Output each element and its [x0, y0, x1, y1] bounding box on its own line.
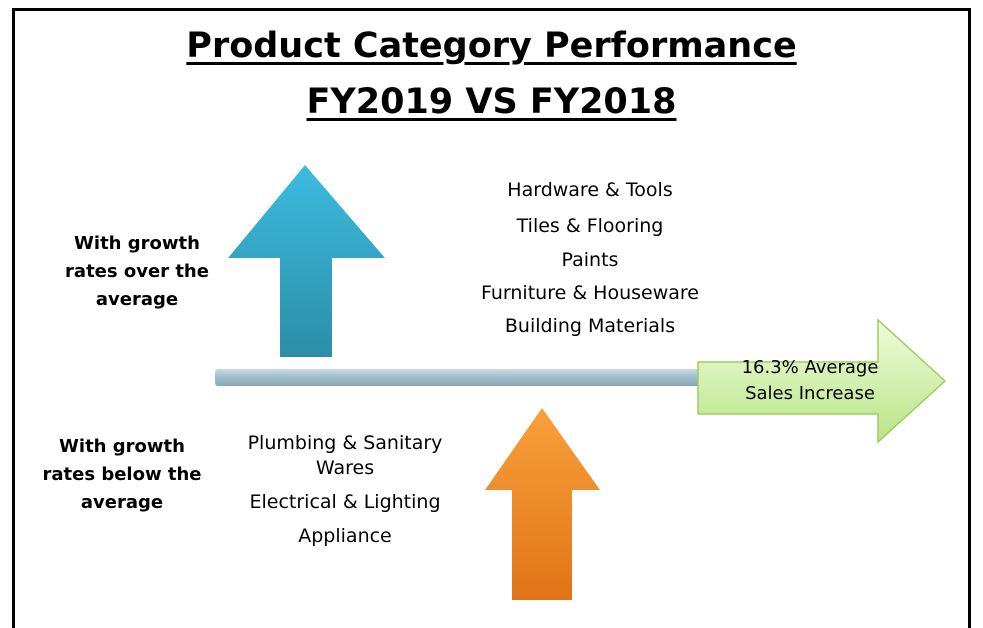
below-label: With growth rates below the average [42, 436, 202, 513]
right-arrow-green [697, 318, 947, 444]
frame [12, 8, 971, 628]
title-line2: FY2019 VS FY2018 [306, 82, 677, 122]
title-line1: Product Category Performance [186, 26, 797, 66]
category-item: Tiles & Flooring [516, 215, 664, 237]
category-item: Appliance [298, 525, 392, 547]
up-arrow-blue [228, 165, 385, 357]
category-item: Paints [561, 249, 619, 271]
average-callout: 16.3% Average Sales Increase [741, 357, 879, 404]
up-arrow-orange [485, 408, 600, 600]
category-item: Electrical & Lighting [249, 491, 441, 513]
category-item: Furniture & Houseware [480, 282, 699, 304]
above-label: With growth rates over the average [65, 233, 209, 310]
category-item: Hardware & Tools [507, 179, 673, 201]
category-item: Building Materials [504, 315, 676, 337]
category-item: Plumbing & Sanitary Wares [247, 432, 443, 479]
average-bar [215, 369, 701, 386]
